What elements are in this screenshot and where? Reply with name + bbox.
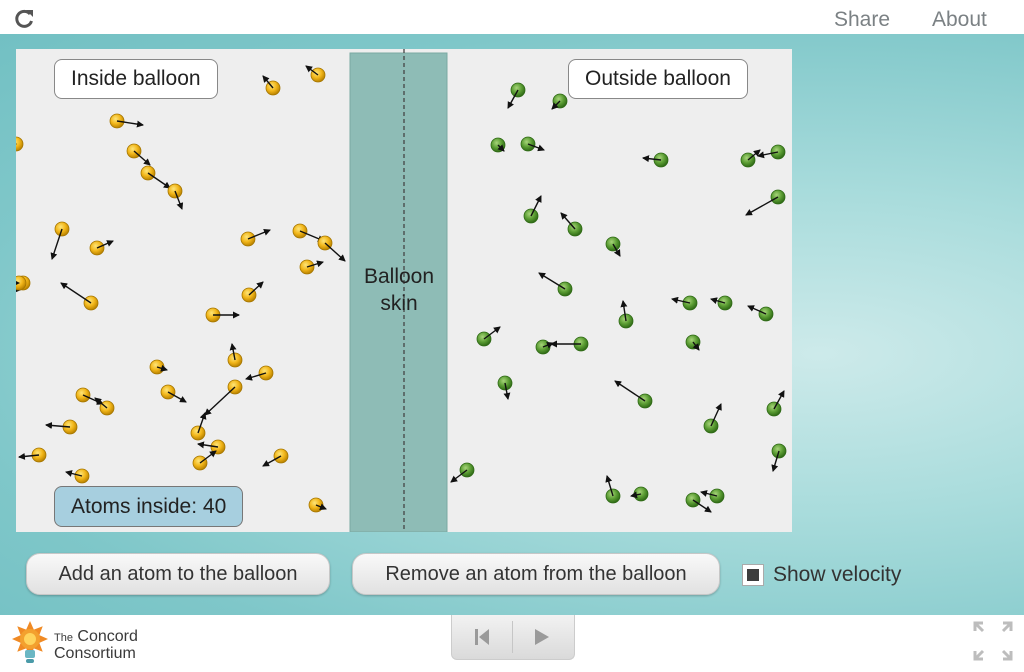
velocity-arrow bbox=[262, 75, 274, 89]
logo-text: The Concord Consortium bbox=[54, 628, 138, 662]
velocity-arrow bbox=[133, 150, 151, 166]
velocity-arrow bbox=[199, 450, 217, 464]
velocity-arrow bbox=[94, 397, 108, 409]
fullscreen-icon[interactable] bbox=[972, 620, 1014, 662]
velocity-arrow bbox=[747, 305, 767, 315]
velocity-arrow bbox=[50, 228, 63, 260]
balloon-skin-label-line1: Balloon bbox=[364, 265, 434, 288]
velocity-arrow bbox=[156, 364, 168, 372]
velocity-arrow bbox=[483, 326, 501, 340]
velocity-arrow bbox=[96, 240, 114, 249]
velocity-arrow bbox=[116, 120, 144, 128]
velocity-arrow bbox=[614, 380, 646, 402]
share-link[interactable]: Share bbox=[834, 8, 891, 31]
velocity-arrow bbox=[538, 272, 566, 290]
velocity-arrow bbox=[612, 243, 621, 257]
velocity-arrow bbox=[507, 89, 519, 109]
velocity-arrow bbox=[174, 190, 184, 210]
velocity-arrow bbox=[197, 412, 207, 434]
velocity-arrow bbox=[245, 372, 267, 381]
velocity-arrow bbox=[65, 470, 83, 477]
velocity-arrow bbox=[167, 391, 187, 403]
play-icon[interactable] bbox=[530, 624, 554, 650]
velocity-arrow bbox=[530, 195, 542, 217]
velocity-arrow bbox=[18, 452, 40, 460]
lightbulb-logo-icon bbox=[12, 621, 48, 663]
show-velocity-label: Show velocity bbox=[773, 563, 902, 586]
about-link[interactable]: About bbox=[932, 8, 987, 31]
step-back-icon[interactable] bbox=[470, 624, 494, 650]
simulation-svg: Balloon skin bbox=[16, 49, 787, 532]
velocity-arrow bbox=[248, 281, 264, 296]
top-bar: Share About bbox=[0, 0, 1024, 35]
velocity-arrow bbox=[773, 390, 785, 410]
balloon-skin-label-line2: skin bbox=[380, 292, 417, 315]
velocity-arrow bbox=[503, 382, 511, 400]
velocity-arrow bbox=[315, 503, 327, 511]
remove-atom-button[interactable]: Remove an atom from the balloon bbox=[352, 553, 720, 595]
logo-the-text: The bbox=[54, 632, 73, 644]
footer: The Concord Consortium bbox=[0, 615, 1024, 670]
velocity-arrow bbox=[527, 143, 545, 152]
velocity-arrow bbox=[450, 469, 468, 483]
velocity-arrow bbox=[306, 260, 324, 268]
inside-atom bbox=[16, 136, 24, 152]
velocity-arrow bbox=[60, 282, 92, 304]
velocity-arrow bbox=[710, 297, 726, 305]
velocity-arrow bbox=[745, 196, 779, 216]
velocity-arrow bbox=[147, 172, 171, 189]
logo-concord-text: Concord bbox=[77, 628, 138, 645]
checkbox-check-mark bbox=[747, 569, 759, 581]
outside-balloon-label: Outside balloon bbox=[568, 59, 748, 99]
velocity-arrow bbox=[262, 455, 282, 467]
atoms-layer bbox=[16, 65, 787, 513]
show-velocity-checkbox[interactable] bbox=[742, 564, 764, 586]
velocity-arrow bbox=[771, 450, 780, 472]
velocity-arrow bbox=[324, 242, 346, 262]
velocity-arrow bbox=[497, 144, 505, 152]
velocity-arrow bbox=[630, 491, 642, 499]
inside-balloon-label: Inside balloon bbox=[54, 59, 218, 99]
simulation-canvas[interactable]: Balloon skin Inside balloon Outside ball… bbox=[16, 49, 792, 532]
velocity-arrow bbox=[620, 300, 628, 322]
inside-atom bbox=[16, 275, 27, 291]
playback-separator bbox=[512, 621, 513, 653]
logo-consortium-text: Consortium bbox=[54, 645, 136, 662]
velocity-arrow bbox=[747, 149, 761, 161]
velocity-arrow bbox=[692, 499, 712, 513]
velocity-arrow bbox=[560, 212, 576, 230]
velocity-arrow bbox=[757, 151, 779, 159]
velocity-arrow bbox=[710, 403, 722, 427]
velocity-arrow bbox=[204, 386, 236, 416]
velocity-arrow bbox=[45, 422, 71, 429]
velocity-arrow bbox=[605, 475, 614, 497]
velocity-arrow bbox=[642, 155, 662, 163]
add-atom-button[interactable]: Add an atom to the balloon bbox=[26, 553, 330, 595]
velocity-arrow bbox=[551, 100, 561, 110]
playback-controls bbox=[451, 615, 575, 660]
atoms-inside-counter: Atoms inside: 40 bbox=[54, 486, 244, 527]
velocity-arrow bbox=[692, 341, 700, 351]
velocity-arrow bbox=[229, 343, 237, 361]
balloon-skin bbox=[349, 52, 448, 532]
velocity-arrow bbox=[305, 65, 319, 76]
velocity-arrow bbox=[700, 490, 718, 497]
velocity-arrow bbox=[247, 229, 271, 240]
velocity-arrow bbox=[197, 441, 219, 449]
concord-consortium-logo[interactable]: The Concord Consortium bbox=[10, 619, 160, 667]
velocity-arrow bbox=[671, 296, 691, 304]
reload-icon[interactable] bbox=[13, 8, 35, 30]
